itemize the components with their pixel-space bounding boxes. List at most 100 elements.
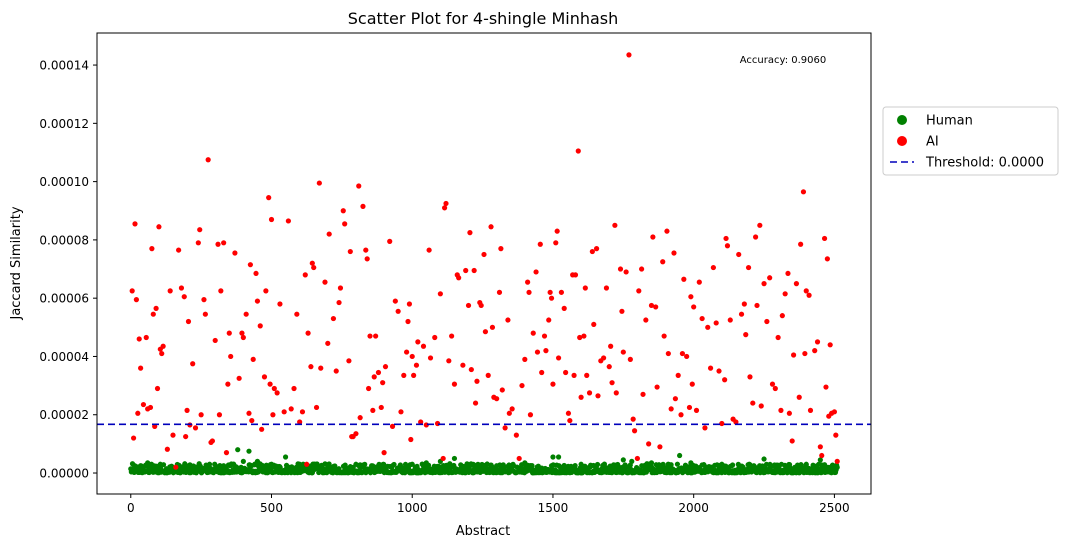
human-point: [668, 462, 674, 468]
ai-point: [705, 324, 711, 330]
ai-point: [567, 417, 573, 424]
human-point: [451, 455, 458, 462]
ai-point: [250, 356, 256, 362]
ai-point: [626, 52, 632, 58]
ai-point: [153, 305, 159, 311]
ai-point: [525, 279, 531, 285]
ai-point: [736, 251, 742, 258]
human-point: [561, 462, 567, 469]
ai-point: [727, 317, 733, 323]
ai-point: [294, 311, 300, 317]
ai-point: [202, 311, 208, 317]
ai-point: [688, 294, 694, 300]
ai-point: [342, 221, 348, 227]
human-point: [522, 460, 528, 466]
ai-point: [591, 321, 597, 328]
ai-point: [595, 393, 601, 399]
chart-title: Scatter Plot for 4-shingle Minhash: [348, 9, 619, 28]
ai-point: [268, 216, 275, 223]
ai-point: [173, 464, 179, 470]
y-tick-label: 0.00010: [39, 175, 89, 189]
ai-point: [138, 365, 144, 371]
ai-point: [478, 302, 484, 309]
ai-point: [563, 369, 569, 376]
ai-point: [630, 416, 636, 422]
ai-point: [779, 313, 785, 319]
human-point: [282, 454, 289, 460]
ai-point: [577, 334, 583, 341]
ai-point: [309, 260, 315, 266]
ai-point: [785, 270, 791, 277]
ai-point: [215, 241, 221, 247]
ai-point: [764, 318, 770, 325]
human-point: [555, 454, 562, 460]
plot-frame: [96, 32, 872, 495]
ai-point: [366, 385, 372, 392]
ai-point: [223, 450, 230, 456]
ai-point: [347, 248, 353, 255]
ai-point: [413, 362, 420, 368]
human-point: [803, 461, 809, 467]
ai-point: [336, 299, 342, 306]
ai-point: [539, 369, 545, 376]
ai-point: [281, 409, 287, 415]
human-point: [362, 461, 368, 467]
ai-point: [823, 384, 829, 390]
ai-point: [772, 385, 778, 392]
ai-point: [305, 330, 311, 336]
ai-point: [304, 461, 310, 467]
ai-point: [534, 349, 541, 355]
ai-point: [636, 288, 642, 294]
ai-point: [270, 412, 276, 418]
ai-point: [733, 419, 739, 425]
human-point: [145, 460, 151, 466]
ai-point: [130, 435, 137, 441]
x-tick-label: 2500: [819, 501, 850, 515]
ai-point: [380, 380, 386, 386]
ai-point: [178, 285, 185, 291]
ai-point: [506, 410, 512, 416]
ai-point: [443, 200, 449, 207]
ai-point: [646, 441, 652, 447]
ai-point: [745, 264, 752, 271]
ai-point: [192, 425, 199, 431]
ai-point: [722, 377, 728, 383]
ai-point: [387, 238, 393, 244]
ai-point: [791, 352, 797, 358]
ai-point: [190, 361, 196, 367]
ai-point: [261, 374, 268, 380]
ai-point: [691, 304, 697, 310]
ai-point: [613, 390, 619, 396]
ai-point: [648, 302, 655, 309]
ai-point: [817, 444, 823, 450]
ai-point: [247, 262, 253, 268]
ai-point: [802, 350, 808, 357]
ai-point: [489, 324, 496, 330]
ai-point: [519, 382, 525, 389]
ai-point: [601, 355, 607, 361]
ai-point: [183, 433, 189, 440]
ai-point: [375, 369, 382, 376]
human-point: [206, 461, 213, 467]
ai-point: [530, 330, 536, 336]
ai-point: [555, 355, 562, 361]
ai-point: [593, 246, 600, 252]
ai-point: [353, 431, 359, 437]
ai-point: [686, 404, 693, 411]
ai-point: [471, 267, 477, 274]
ai-point: [767, 275, 773, 281]
ai-point: [201, 297, 207, 303]
ai-point: [373, 333, 379, 339]
ai-point: [807, 407, 814, 413]
y-axis-label: Jaccard Similarity: [9, 206, 24, 320]
legend-box: [882, 106, 1059, 176]
ai-point: [129, 288, 135, 294]
legend-threshold-label: Threshold: 0.0000: [925, 156, 1044, 171]
y-axis: 0.00000 0.00002 0.00004 0.00006 0.00008 0.000…: [39, 59, 97, 481]
ai-point: [318, 365, 324, 371]
ai-point: [164, 446, 170, 452]
ai-point: [778, 407, 784, 413]
ai-point: [411, 372, 417, 378]
ai-point: [769, 381, 776, 387]
